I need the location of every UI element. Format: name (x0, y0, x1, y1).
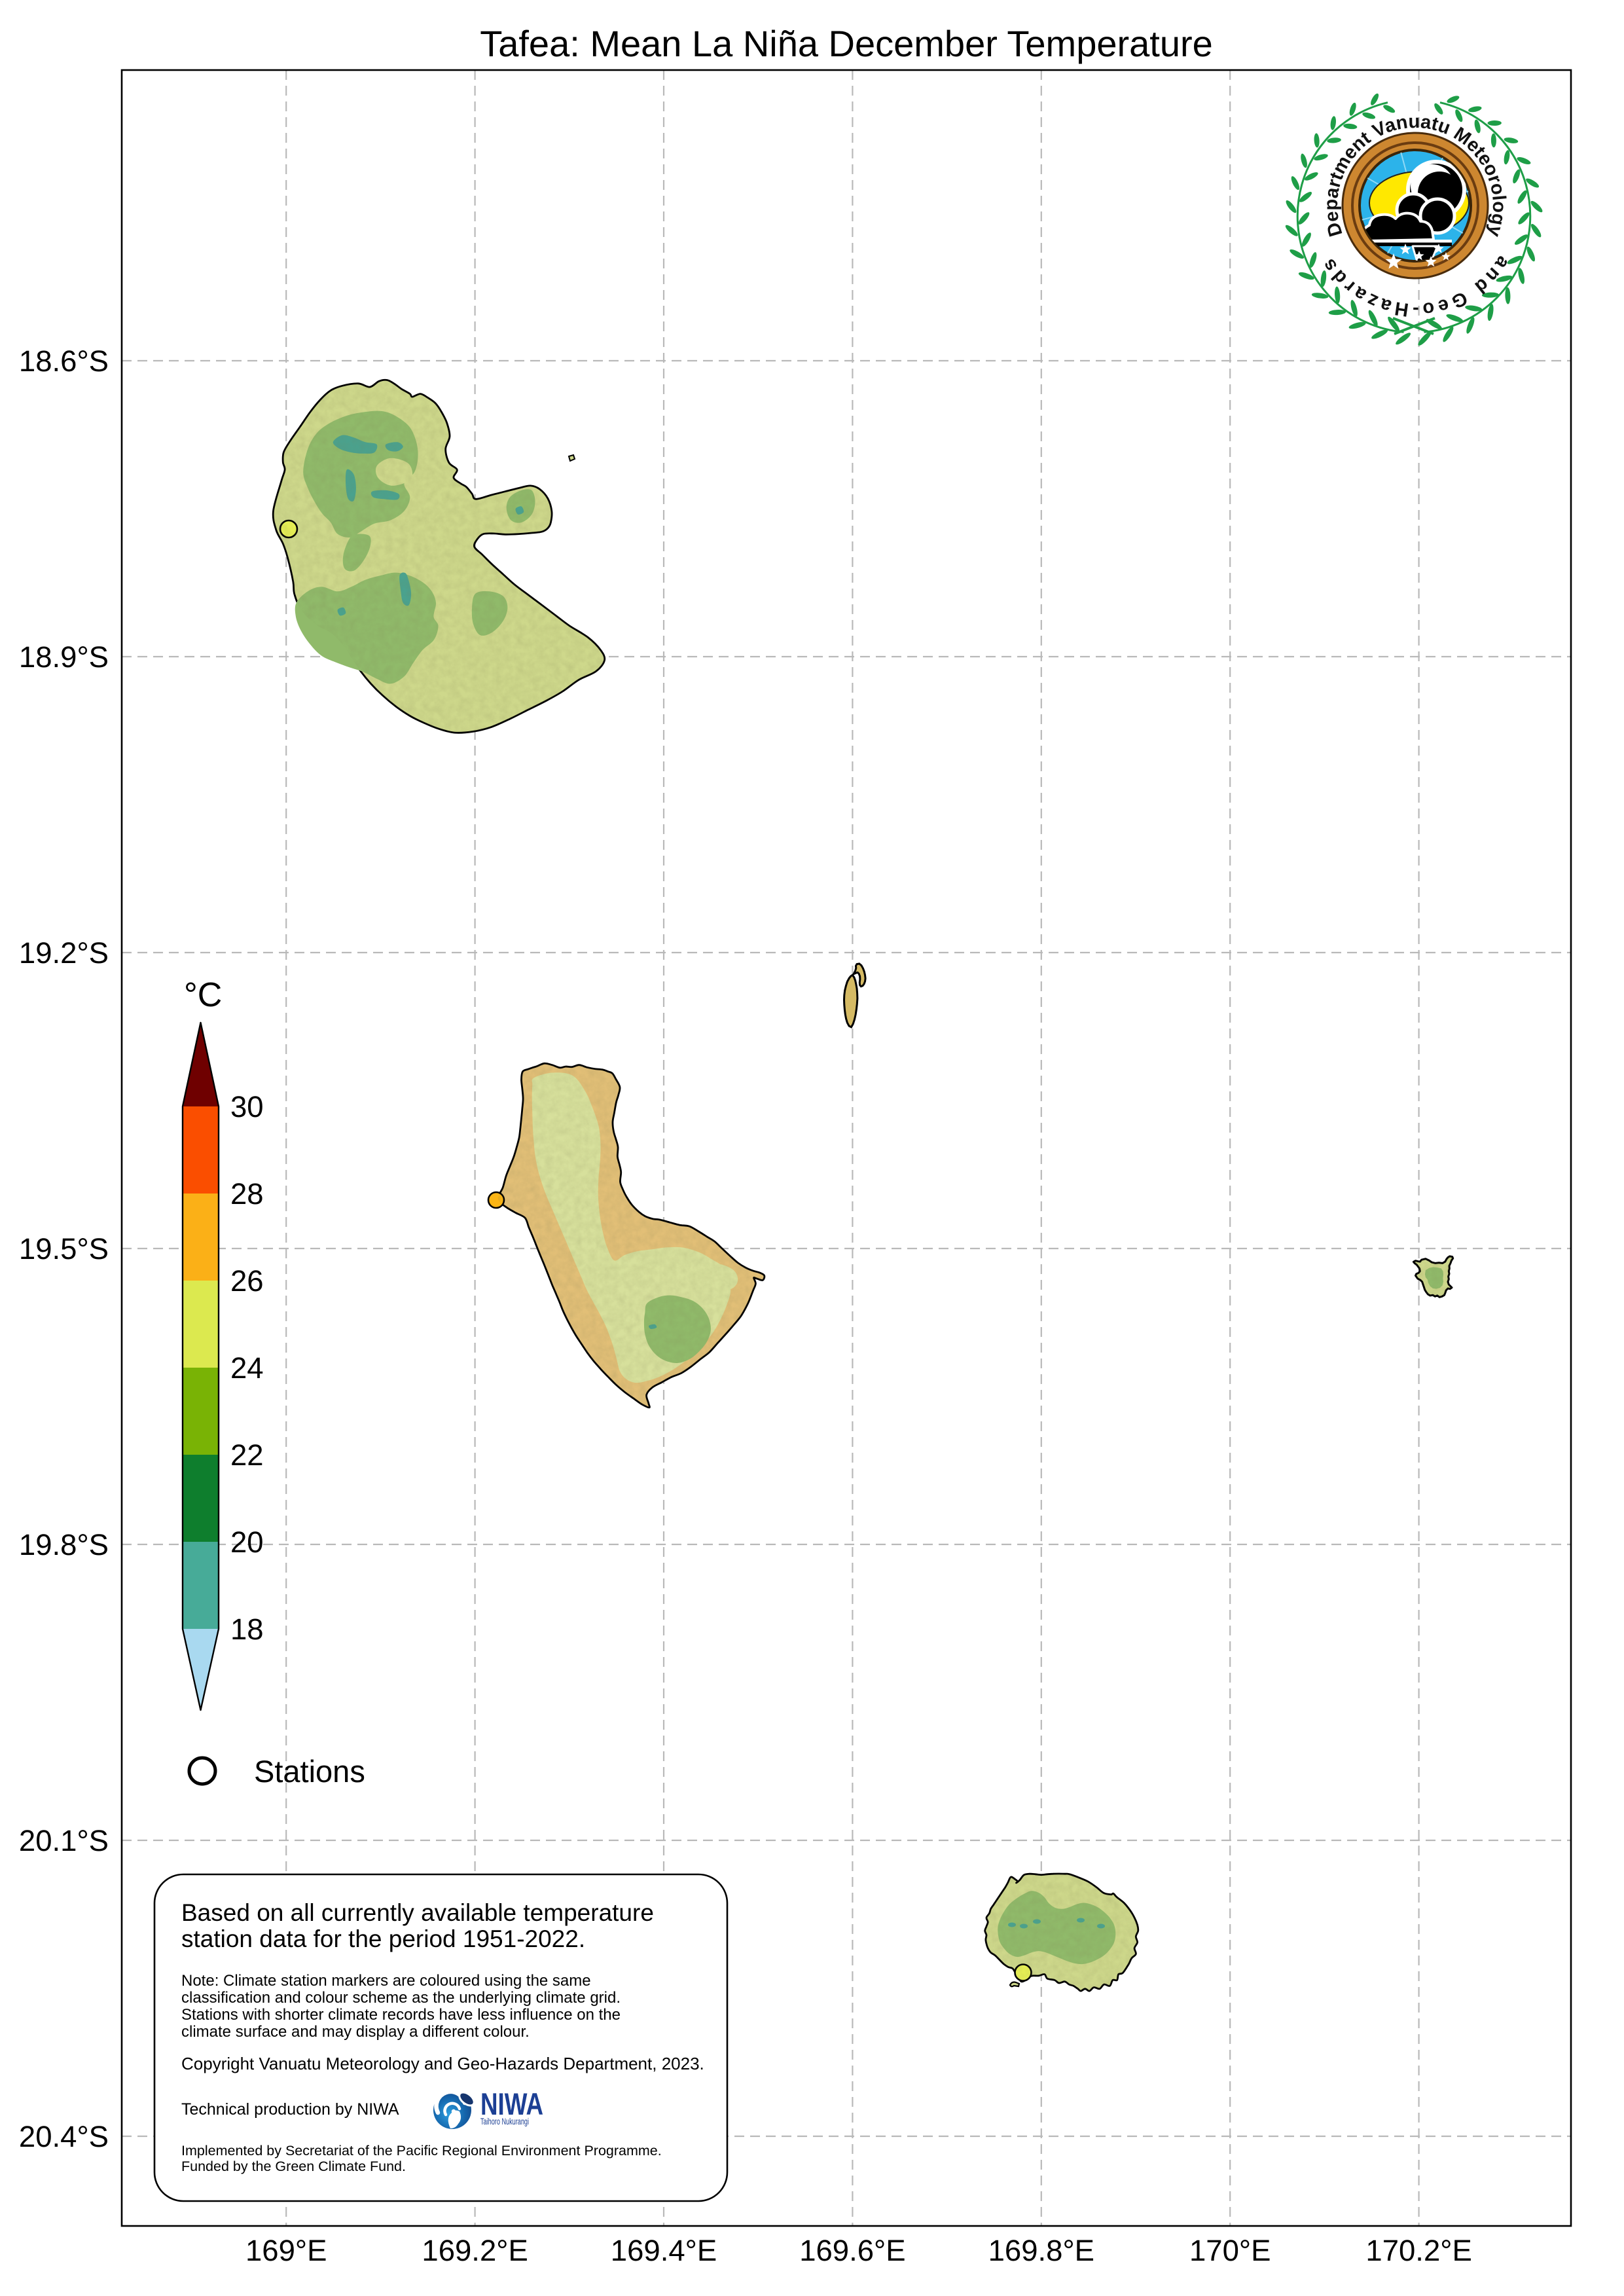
svg-text:20.4°S: 20.4°S (19, 2120, 109, 2153)
svg-text:169.2°E: 169.2°E (422, 2234, 528, 2267)
svg-text:169°E: 169°E (245, 2234, 327, 2267)
svg-text:18.6°S: 18.6°S (19, 344, 109, 378)
svg-text:22: 22 (230, 1438, 264, 1472)
svg-text:20: 20 (230, 1525, 264, 1559)
svg-text:169.8°E: 169.8°E (988, 2234, 1094, 2267)
svg-text:19.8°S: 19.8°S (19, 1528, 109, 1561)
svg-text:Stations with shorter climate: Stations with shorter climate records ha… (181, 2006, 621, 2024)
svg-text:19.2°S: 19.2°S (19, 936, 109, 970)
svg-text:Based on all currently availab: Based on all currently available tempera… (181, 1899, 654, 1926)
svg-text:Tafea: Mean La Niña December T: Tafea: Mean La Niña December Temperature (480, 23, 1213, 64)
svg-text:NIWA: NIWA (480, 2086, 543, 2121)
svg-text:20.1°S: 20.1°S (19, 1824, 109, 1857)
svg-text:18.9°S: 18.9°S (19, 640, 109, 674)
svg-text:169.4°E: 169.4°E (611, 2234, 717, 2267)
svg-text:Stations: Stations (254, 1754, 365, 1789)
svg-text:169.6°E: 169.6°E (799, 2234, 905, 2267)
svg-text:Note: Climate station markers: Note: Climate station markers are colour… (181, 1972, 591, 1990)
svg-text:climate surface and may displa: climate surface and may display a differ… (181, 2023, 530, 2041)
svg-text:°C: °C (184, 976, 222, 1014)
svg-text:24: 24 (230, 1351, 264, 1385)
svg-text:Implemented by Secretariat of: Implemented by Secretariat of the Pacifi… (181, 2143, 662, 2159)
svg-text:Taihoro Nukurangi: Taihoro Nukurangi (480, 2117, 529, 2126)
svg-text:Funded by the Green Climate Fu: Funded by the Green Climate Fund. (181, 2159, 406, 2174)
svg-text:26: 26 (230, 1264, 264, 1298)
svg-text:Copyright Vanuatu Meteorology: Copyright Vanuatu Meteorology and Geo-Ha… (181, 2054, 704, 2073)
svg-text:170°E: 170°E (1189, 2234, 1271, 2267)
svg-text:classification and colour sche: classification and colour scheme as the … (181, 1989, 621, 2007)
svg-text:19.5°S: 19.5°S (19, 1232, 109, 1266)
svg-text:station data for the period 19: station data for the period 1951-2022. (181, 1925, 585, 1952)
svg-text:Technical production by NIWA: Technical production by NIWA (181, 2100, 399, 2119)
svg-text:28: 28 (230, 1177, 264, 1211)
svg-text:18: 18 (230, 1613, 264, 1646)
svg-text:170.2°E: 170.2°E (1365, 2234, 1471, 2267)
svg-text:30: 30 (230, 1090, 264, 1123)
